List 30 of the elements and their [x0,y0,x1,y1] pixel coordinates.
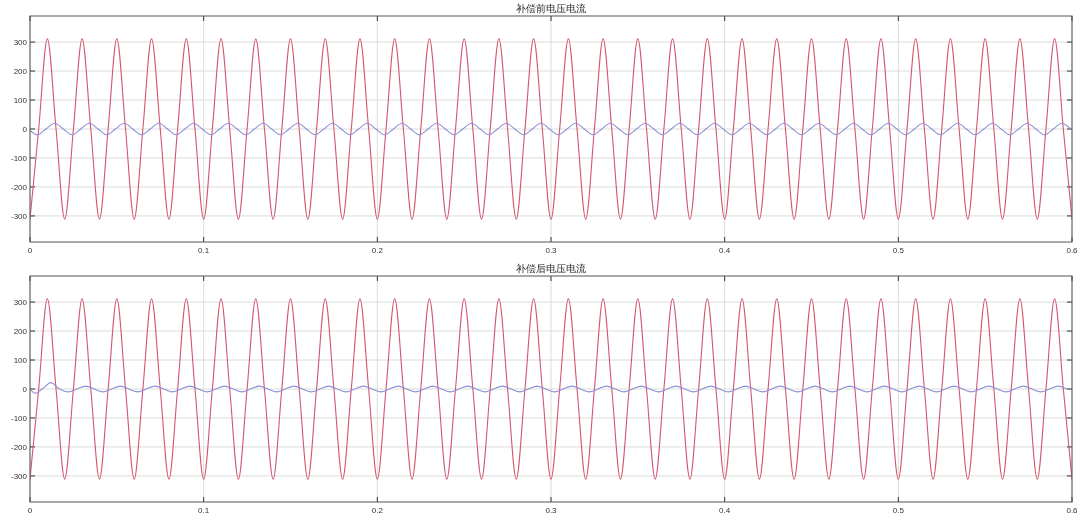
x-tick-label: 0.4 [719,506,731,515]
chart-title: 补偿后电压电流 [516,263,586,274]
y-tick-label: 100 [13,96,28,106]
y-tick-label: 0 [22,125,28,134]
x-tick-label: 0.3 [545,506,558,515]
y-tick-label: -100 [10,413,28,423]
y-tick-label: 0 [22,385,28,394]
y-tick-label: 300 [13,298,28,308]
x-tick-label: 0.5 [892,246,905,255]
y-tick-label: -300 [10,211,28,221]
y-tick-label: 300 [13,38,28,48]
chart-title: 补偿前电压电流 [516,3,586,14]
x-tick-label: 0.6 [1066,246,1079,255]
y-tick-label: 200 [13,327,28,337]
x-tick-label: 0.5 [892,506,905,515]
y-tick-label: -300 [10,471,28,481]
x-tick-label: 0.3 [545,246,558,255]
x-tick-label: 0.2 [371,506,384,515]
x-tick-label: 0.6 [1066,506,1079,515]
y-tick-label: -100 [10,153,28,163]
y-tick-label: 100 [13,356,28,366]
x-tick-label: 0.1 [198,506,210,515]
y-tick-label: -200 [10,442,28,452]
line-series [30,382,1068,394]
x-tick-label: 0.2 [371,246,384,255]
line-series [30,122,1072,136]
x-tick-label: 0.1 [198,246,210,255]
x-tick-label: 0.4 [719,246,731,255]
y-tick-label: 200 [13,67,28,77]
y-tick-label: -200 [10,182,28,192]
